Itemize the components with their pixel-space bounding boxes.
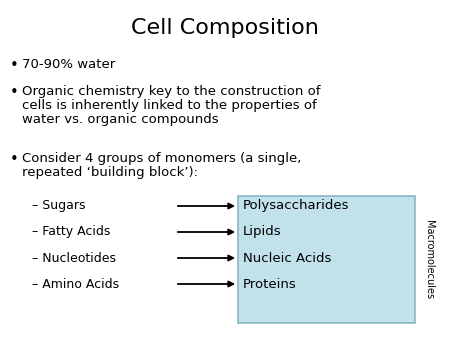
FancyBboxPatch shape	[238, 196, 415, 323]
Text: Consider 4 groups of monomers (a single,: Consider 4 groups of monomers (a single,	[22, 152, 302, 165]
Text: Polysaccharides: Polysaccharides	[243, 199, 350, 213]
Text: – Fatty Acids: – Fatty Acids	[32, 225, 110, 239]
Text: Organic chemistry key to the construction of: Organic chemistry key to the constructio…	[22, 85, 320, 98]
Text: 70-90% water: 70-90% water	[22, 58, 115, 71]
Text: – Sugars: – Sugars	[32, 199, 86, 213]
Text: •: •	[10, 58, 19, 73]
Text: repeated ‘building block’):: repeated ‘building block’):	[22, 166, 198, 179]
Text: •: •	[10, 85, 19, 100]
Text: cells is inherently linked to the properties of: cells is inherently linked to the proper…	[22, 99, 317, 112]
Text: Cell Composition: Cell Composition	[131, 18, 319, 38]
Text: Proteins: Proteins	[243, 277, 297, 290]
Text: Nucleic Acids: Nucleic Acids	[243, 251, 331, 265]
Text: water vs. organic compounds: water vs. organic compounds	[22, 113, 219, 126]
Text: Macromolecules: Macromolecules	[424, 220, 434, 299]
Text: •: •	[10, 152, 19, 167]
Text: – Amino Acids: – Amino Acids	[32, 277, 119, 290]
Text: Lipids: Lipids	[243, 225, 282, 239]
Text: – Nucleotides: – Nucleotides	[32, 251, 116, 265]
